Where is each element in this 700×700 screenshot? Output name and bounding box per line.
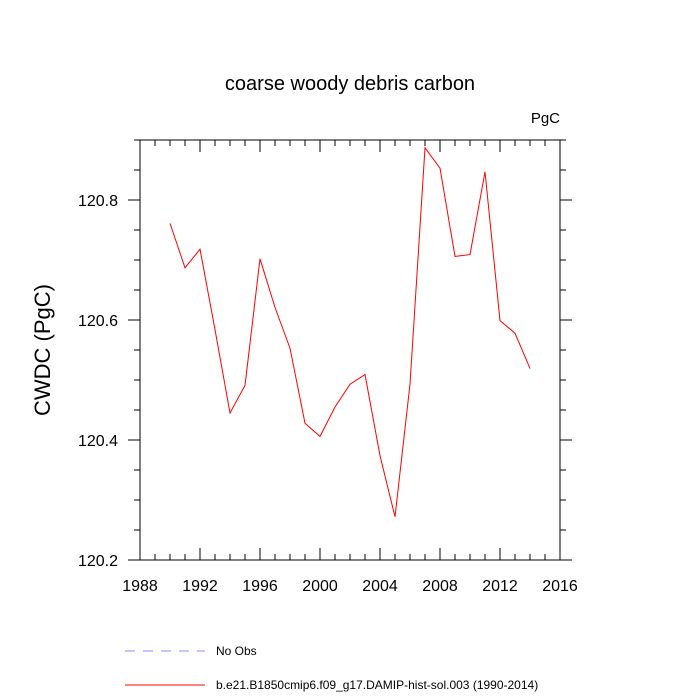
units-label: PgC (531, 110, 560, 127)
y-axis-label: CWDC (PgC) (30, 284, 55, 416)
x-tick-label: 2008 (422, 578, 458, 595)
y-tick-label: 120.2 (78, 553, 118, 570)
plot-frame (139, 139, 561, 561)
x-tick-label: 2004 (362, 578, 398, 595)
axis-ticks (128, 139, 572, 561)
y-tick-label: 120.6 (78, 313, 118, 330)
x-tick-label: 2000 (302, 578, 338, 595)
legend: No Obs b.e21.B1850cmip6.f09_g17.DAMIP-hi… (125, 644, 538, 692)
legend-label-model: b.e21.B1850cmip6.f09_g17.DAMIP-hist-sol.… (216, 678, 538, 692)
series-line-cwdc (169, 146, 531, 517)
x-tick-label: 1992 (182, 578, 218, 595)
chart-title: coarse woody debris carbon (225, 73, 475, 95)
y-tick-label: 120.4 (78, 433, 118, 450)
tick-labels: 1988 1992 1996 2000 2004 2008 2012 2016 120.2 120… (78, 193, 578, 595)
series-lines (169, 146, 531, 517)
x-tick-label: 1996 (242, 578, 278, 595)
x-tick-label: 1988 (122, 578, 158, 595)
x-tick-label: 2016 (542, 578, 578, 595)
legend-label-no-obs: No Obs (216, 644, 257, 658)
y-tick-label: 120.8 (78, 193, 118, 210)
x-tick-label: 2012 (482, 578, 518, 595)
